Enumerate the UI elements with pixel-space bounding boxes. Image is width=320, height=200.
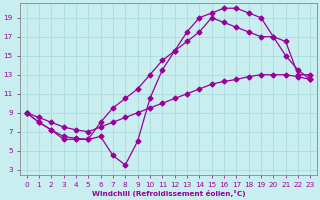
X-axis label: Windchill (Refroidissement éolien,°C): Windchill (Refroidissement éolien,°C) bbox=[92, 190, 245, 197]
